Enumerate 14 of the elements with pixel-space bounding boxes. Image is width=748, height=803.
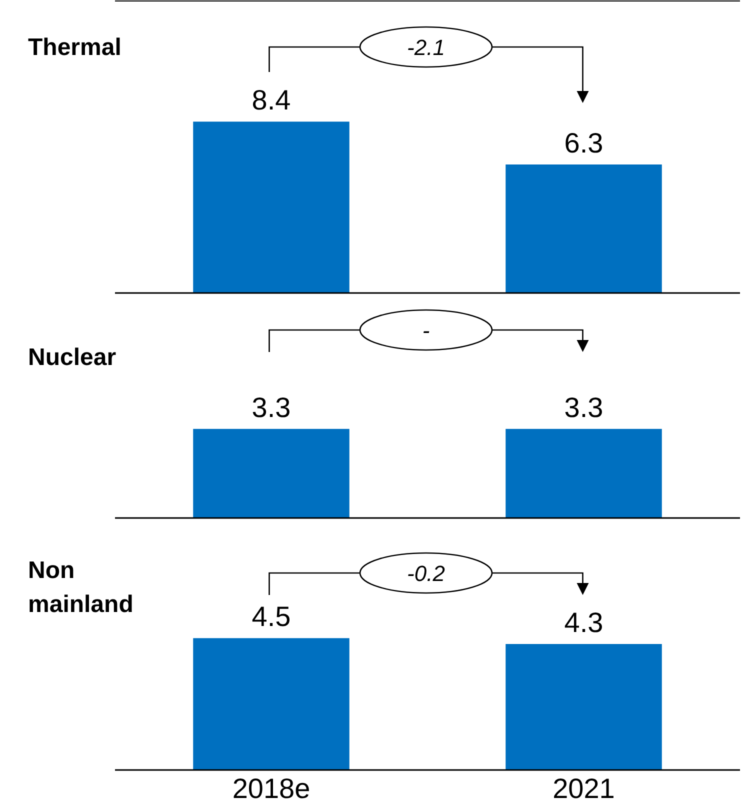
chart-title: Non mainland (28, 557, 134, 618)
text: -0.2 (407, 561, 445, 586)
text: - (422, 318, 430, 343)
data-label: 3.3 (252, 392, 291, 423)
data-label: 6.3 (564, 127, 604, 158)
data-label: 8.4 (252, 84, 291, 116)
text: -2.1 (407, 35, 445, 60)
x-tick-label: 2018e (232, 773, 310, 803)
chart-title: Thermal (28, 34, 122, 61)
data-label: 3.3 (564, 392, 604, 423)
data-label: 4.5 (252, 601, 291, 632)
x-tick-label: 2021 (552, 773, 615, 803)
data-label: 4.3 (564, 607, 604, 638)
chart-title: Nuclear (28, 344, 116, 371)
